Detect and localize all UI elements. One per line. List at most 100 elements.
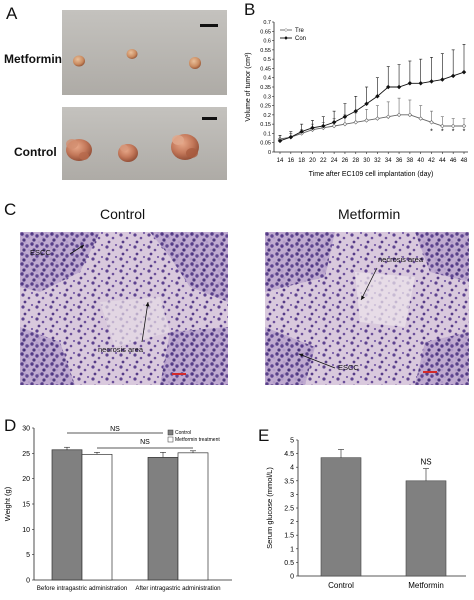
data-point-tre bbox=[461, 123, 467, 129]
x-tick-label: 38 bbox=[407, 158, 414, 164]
data-point-tre bbox=[342, 121, 348, 127]
x-tick-label: 36 bbox=[396, 158, 403, 164]
data-point-con bbox=[407, 81, 413, 86]
x-axis-label: Time after EC109 cell implantation (day) bbox=[309, 171, 434, 178]
data-point-con bbox=[342, 114, 348, 119]
y-tick-label: 20 bbox=[22, 476, 30, 483]
x-tick-label: 48 bbox=[461, 158, 468, 164]
x-tick-label: 32 bbox=[374, 158, 381, 164]
bar-metformin bbox=[177, 452, 209, 581]
data-point-con bbox=[450, 73, 456, 79]
y-tick-label: 0.45 bbox=[260, 66, 271, 72]
bar-metformin bbox=[81, 453, 113, 581]
y-tick-label: 5 bbox=[290, 438, 294, 445]
x-category-label: Metformin bbox=[408, 581, 444, 590]
x-tick-label: 22 bbox=[320, 158, 327, 164]
escc-label-metformin: ESCC bbox=[338, 363, 359, 372]
y-tick-label: 1.5 bbox=[284, 533, 294, 540]
x-tick-label: 26 bbox=[342, 158, 349, 164]
significance-star: * bbox=[452, 128, 455, 135]
histology-control bbox=[20, 232, 228, 385]
y-axis-label: Weight (g) bbox=[3, 486, 12, 521]
data-point-tre bbox=[396, 112, 402, 118]
x-tick-label: 34 bbox=[385, 158, 392, 164]
y-tick-label: 3 bbox=[290, 492, 294, 499]
y-tick-label: 0 bbox=[290, 574, 294, 581]
metformin-row-label: Metformin bbox=[4, 52, 62, 66]
control-tumor-3 bbox=[171, 134, 199, 160]
series-line-tre bbox=[279, 114, 464, 140]
data-point-tre bbox=[353, 120, 358, 125]
scale-bar-red-metformin bbox=[423, 371, 437, 373]
y-tick-label: 25 bbox=[22, 451, 30, 458]
legend-label-tre: Tre bbox=[295, 28, 304, 34]
data-point-con bbox=[375, 94, 380, 99]
data-point-tre bbox=[407, 112, 413, 118]
x-tick-label: 28 bbox=[352, 158, 359, 164]
y-tick-label: 2.5 bbox=[284, 506, 294, 513]
metformin-tumor-1 bbox=[73, 55, 85, 67]
x-tick-label: 42 bbox=[428, 158, 435, 164]
control-tumor-1 bbox=[66, 139, 92, 161]
x-tick-label: 20 bbox=[309, 158, 316, 164]
y-tick-label: 0.5 bbox=[263, 57, 271, 63]
y-tick-label: 0 bbox=[268, 150, 271, 156]
data-point-con bbox=[440, 77, 445, 82]
necrosis-label-control: necrosis area bbox=[98, 345, 144, 354]
ns-label-control: NS bbox=[110, 426, 120, 433]
x-category-label: Control bbox=[328, 581, 354, 590]
data-point-tre bbox=[331, 123, 337, 129]
ns-label-metformin: NS bbox=[140, 439, 150, 446]
scale-bar-control bbox=[202, 117, 217, 120]
bar-control bbox=[51, 449, 83, 581]
y-tick-label: 0.2 bbox=[263, 113, 271, 119]
significance-star: * bbox=[441, 128, 444, 135]
control-tumor-2 bbox=[118, 144, 138, 162]
data-point-tre bbox=[418, 116, 423, 121]
ns-label: NS bbox=[420, 458, 431, 467]
y-tick-label: 0.4 bbox=[263, 76, 271, 82]
y-tick-label: 0.65 bbox=[260, 29, 271, 35]
y-tick-label: 0.5 bbox=[284, 560, 294, 567]
y-tick-label: 0.35 bbox=[260, 85, 271, 91]
data-point-con bbox=[353, 108, 358, 114]
histology-metformin bbox=[265, 232, 469, 385]
panel-letter-a: A bbox=[6, 4, 18, 23]
data-point-con bbox=[418, 81, 423, 86]
x-category-label: Before intragastric administration bbox=[37, 585, 128, 592]
data-point-tre bbox=[364, 118, 369, 123]
y-tick-label: 10 bbox=[22, 527, 30, 534]
bar-control bbox=[320, 457, 362, 577]
data-point-con bbox=[299, 129, 304, 134]
bar-control bbox=[147, 457, 179, 581]
data-point-con bbox=[386, 84, 391, 90]
control-photo bbox=[62, 107, 227, 180]
data-point-tre bbox=[450, 123, 456, 129]
y-tick-label: 0.05 bbox=[260, 141, 271, 147]
legend-swatch bbox=[167, 429, 174, 436]
tumor-photos bbox=[62, 10, 227, 180]
panel-letter-c: C bbox=[4, 200, 17, 219]
data-point-con bbox=[310, 125, 315, 131]
legend-marker bbox=[284, 28, 288, 32]
metformin-photo bbox=[62, 10, 227, 95]
scale-bar-metformin bbox=[200, 24, 218, 27]
significance-star: * bbox=[463, 128, 466, 135]
y-tick-label: 0.1 bbox=[263, 131, 271, 137]
y-tick-label: 4.5 bbox=[284, 451, 294, 458]
y-tick-label: 0.15 bbox=[260, 122, 271, 128]
legend-swatch bbox=[167, 436, 174, 443]
control-row-label: Control bbox=[14, 145, 57, 159]
legend-label: Metformin treatment bbox=[175, 437, 220, 443]
metformin-tumor-3 bbox=[189, 57, 201, 69]
y-tick-label: 5 bbox=[26, 552, 30, 559]
legend-marker bbox=[284, 36, 288, 40]
y-tick-label: 4 bbox=[290, 465, 294, 472]
tumor-volume-chart: 0 0.05 0.1 0.15 0.2 0.25 0.3 0.35 0.4 0.45 0.5 0.55… bbox=[245, 20, 468, 178]
histology-title-control: Control bbox=[100, 206, 146, 222]
metformin-tumor-2 bbox=[126, 49, 138, 59]
data-point-con bbox=[277, 138, 283, 144]
data-point-tre bbox=[375, 116, 380, 121]
y-axis-label: Serum glucose (mmol/L) bbox=[265, 467, 274, 549]
x-tick-label: 14 bbox=[277, 158, 284, 164]
